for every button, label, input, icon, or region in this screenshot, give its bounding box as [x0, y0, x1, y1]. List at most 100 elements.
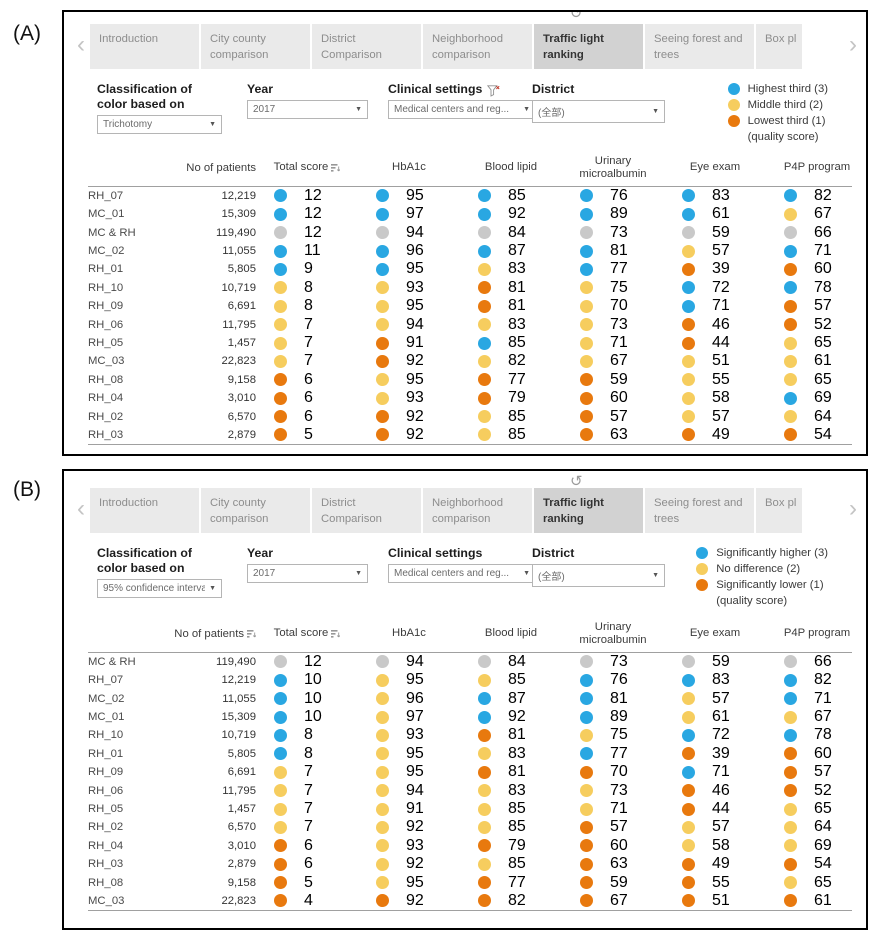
mark-dot-orange[interactable] [579, 839, 593, 853]
mark-dot-yellow[interactable] [375, 820, 389, 834]
mark-dot-blue[interactable] [579, 262, 593, 276]
mark-dot-yellow[interactable] [783, 802, 797, 816]
mark-dot-orange[interactable] [579, 391, 593, 405]
refresh-icon[interactable]: ↺ [570, 10, 583, 22]
tab-seeing-forest-and-trees[interactable]: Seeing forest and trees [645, 24, 754, 69]
mark-dot-orange[interactable] [273, 876, 287, 890]
mark-dot-orange[interactable] [375, 428, 389, 442]
mark-dot-yellow[interactable] [375, 673, 389, 687]
column-header-blood-lipid[interactable]: Blood lipid [460, 161, 562, 174]
mark-dot-yellow[interactable] [273, 802, 287, 816]
mark-dot-orange[interactable] [681, 894, 695, 908]
mark-dot-yellow[interactable] [375, 391, 389, 405]
mark-dot-yellow[interactable] [273, 336, 287, 350]
mark-dot-blue[interactable] [681, 299, 695, 313]
mark-dot-blue[interactable] [477, 336, 491, 350]
tab-box-pl[interactable]: Box pl [756, 24, 802, 69]
mark-dot-orange[interactable] [783, 318, 797, 332]
sort-icon[interactable] [331, 629, 341, 639]
mark-dot-blue[interactable] [477, 710, 491, 724]
mark-dot-blue[interactable] [783, 244, 797, 258]
mark-dot-gray[interactable] [273, 226, 287, 240]
mark-dot-yellow[interactable] [681, 839, 695, 853]
mark-dot-orange[interactable] [579, 876, 593, 890]
mark-dot-orange[interactable] [477, 391, 491, 405]
mark-dot-yellow[interactable] [477, 784, 491, 798]
mark-dot-yellow[interactable] [681, 710, 695, 724]
mark-dot-gray[interactable] [375, 655, 389, 669]
filter-dropdown-district[interactable]: (全部) ▼ [532, 564, 665, 588]
mark-dot-yellow[interactable] [477, 673, 491, 687]
mark-dot-blue[interactable] [477, 244, 491, 258]
mark-dot-yellow[interactable] [681, 244, 695, 258]
mark-dot-yellow[interactable] [375, 373, 389, 387]
mark-dot-yellow[interactable] [681, 692, 695, 706]
refresh-icon[interactable]: ↺ [570, 473, 583, 490]
mark-dot-gray[interactable] [477, 655, 491, 669]
mark-dot-orange[interactable] [783, 765, 797, 779]
mark-dot-orange[interactable] [681, 318, 695, 332]
mark-dot-orange[interactable] [477, 839, 491, 853]
mark-dot-yellow[interactable] [579, 336, 593, 350]
mark-dot-orange[interactable] [273, 857, 287, 871]
mark-dot-yellow[interactable] [477, 820, 491, 834]
mark-dot-yellow[interactable] [273, 784, 287, 798]
filter-funnel-icon[interactable] [487, 85, 500, 97]
column-header-patients[interactable]: No of patients [88, 162, 256, 174]
mark-dot-yellow[interactable] [783, 839, 797, 853]
mark-dot-yellow[interactable] [273, 318, 287, 332]
mark-dot-gray[interactable] [681, 655, 695, 669]
mark-dot-orange[interactable] [783, 857, 797, 871]
mark-dot-orange[interactable] [783, 894, 797, 908]
mark-dot-orange[interactable] [783, 299, 797, 313]
mark-dot-yellow[interactable] [375, 876, 389, 890]
mark-dot-yellow[interactable] [273, 281, 287, 295]
mark-dot-blue[interactable] [477, 207, 491, 221]
filter-dropdown-district[interactable]: (全部) ▼ [532, 100, 665, 124]
mark-dot-yellow[interactable] [273, 299, 287, 313]
mark-dot-yellow[interactable] [375, 299, 389, 313]
filter-dropdown-classification-of-color-based-on[interactable]: Trichotomy ▼ [97, 115, 222, 135]
mark-dot-yellow[interactable] [579, 802, 593, 816]
mark-dot-yellow[interactable] [375, 692, 389, 706]
filter-dropdown-clinical-settings[interactable]: Medical centers and reg... ▼ [388, 100, 536, 120]
mark-dot-orange[interactable] [477, 299, 491, 313]
column-header-p4p-program[interactable]: P4P program [766, 161, 866, 174]
mark-dot-blue[interactable] [375, 189, 389, 203]
tab-introduction[interactable]: Introduction [90, 24, 199, 69]
mark-dot-blue[interactable] [273, 262, 287, 276]
sort-icon[interactable] [247, 629, 256, 639]
tabs-scroll-left-icon[interactable]: ‹ [77, 495, 85, 522]
mark-dot-blue[interactable] [681, 189, 695, 203]
mark-dot-yellow[interactable] [375, 802, 389, 816]
mark-dot-yellow[interactable] [783, 710, 797, 724]
mark-dot-orange[interactable] [681, 876, 695, 890]
mark-dot-orange[interactable] [477, 876, 491, 890]
mark-dot-yellow[interactable] [477, 428, 491, 442]
mark-dot-blue[interactable] [273, 189, 287, 203]
mark-dot-yellow[interactable] [477, 857, 491, 871]
mark-dot-orange[interactable] [579, 428, 593, 442]
mark-dot-yellow[interactable] [375, 839, 389, 853]
mark-dot-orange[interactable] [273, 391, 287, 405]
mark-dot-gray[interactable] [579, 226, 593, 240]
mark-dot-orange[interactable] [681, 428, 695, 442]
mark-dot-yellow[interactable] [681, 373, 695, 387]
mark-dot-blue[interactable] [783, 728, 797, 742]
mark-dot-orange[interactable] [579, 894, 593, 908]
mark-dot-yellow[interactable] [783, 820, 797, 834]
tabs-scroll-left-icon[interactable]: ‹ [77, 31, 85, 58]
mark-dot-orange[interactable] [579, 765, 593, 779]
mark-dot-blue[interactable] [681, 728, 695, 742]
tab-traffic-light-ranking[interactable]: Traffic light ranking [534, 488, 643, 533]
mark-dot-blue[interactable] [273, 747, 287, 761]
mark-dot-yellow[interactable] [579, 728, 593, 742]
mark-dot-yellow[interactable] [375, 318, 389, 332]
mark-dot-blue[interactable] [375, 262, 389, 276]
mark-dot-blue[interactable] [273, 710, 287, 724]
mark-dot-blue[interactable] [681, 765, 695, 779]
mark-dot-blue[interactable] [579, 747, 593, 761]
mark-dot-orange[interactable] [681, 784, 695, 798]
mark-dot-blue[interactable] [477, 692, 491, 706]
mark-dot-orange[interactable] [273, 410, 287, 424]
